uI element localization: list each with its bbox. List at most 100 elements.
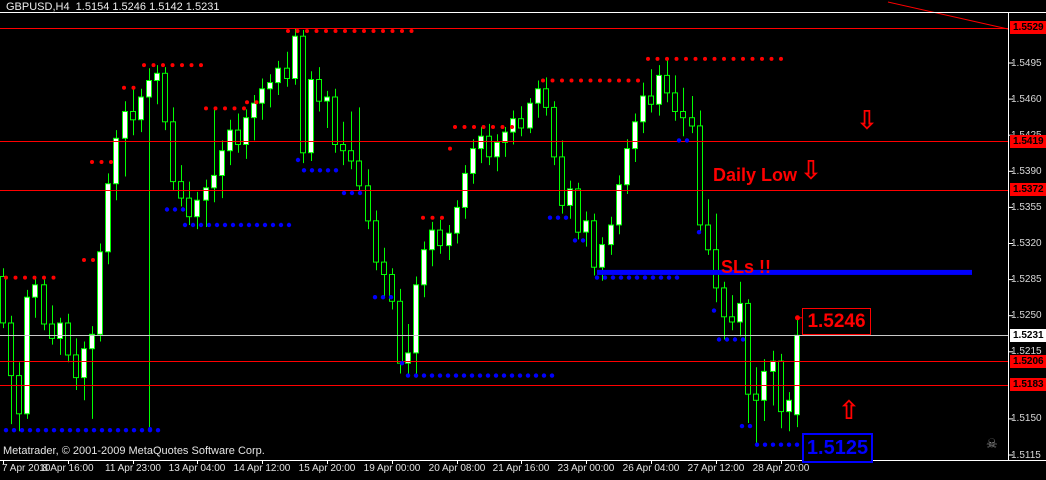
fractal-dot-red (170, 63, 175, 68)
signal-dot-blue (711, 308, 717, 313)
candle-body (251, 102, 257, 119)
platform-watermark: Metatrader, © 2001-2009 MetaQuotes Softw… (3, 445, 265, 457)
candle-body (745, 302, 751, 395)
fractal-dot-red (500, 125, 505, 129)
candle-body (429, 229, 435, 251)
candle-body (632, 121, 638, 150)
candle-body (713, 249, 719, 289)
signal-dot-blue (270, 222, 276, 228)
candle-body (753, 393, 759, 401)
candle-body (478, 135, 484, 150)
candle-body (81, 348, 87, 379)
candle-body (324, 96, 330, 102)
fractal-dot-red (722, 56, 726, 61)
price-tag-high[interactable]: 1.5246 (802, 308, 871, 335)
signal-dot-blue (547, 215, 553, 220)
signal-dot-blue (437, 373, 443, 378)
candle-body (348, 150, 354, 162)
candle-body (41, 284, 47, 325)
candle-body (608, 224, 614, 246)
fractal-dot-red (180, 63, 184, 68)
signal-dot-blue (139, 428, 145, 433)
fractal-dot-red (371, 29, 376, 33)
fractal-dot-red (245, 100, 249, 105)
signal-dot-blue (75, 428, 81, 433)
fractal-dot-red (779, 56, 783, 61)
candle-body (65, 322, 71, 356)
price-axis-label: 1.5355 (1011, 202, 1042, 213)
signal-dot-blue (51, 428, 57, 433)
candle-body (697, 125, 703, 226)
candle-body (680, 111, 686, 119)
signal-dot-blue (762, 442, 768, 447)
price-tag-low[interactable]: 1.5125 (802, 433, 873, 463)
fractal-dot-red (213, 106, 218, 111)
candle-body (122, 111, 128, 139)
up-arrow-icon[interactable]: ⇧ (838, 395, 860, 425)
trendline[interactable] (887, 1, 1009, 30)
candle-body (340, 144, 346, 152)
sls-line[interactable] (597, 269, 972, 275)
candle-body (219, 150, 225, 176)
fractal-dot-red (305, 29, 309, 33)
candle-body (243, 117, 249, 145)
price-axis-label: 1.5495 (1011, 58, 1042, 69)
signal-dot-blue (549, 373, 555, 378)
price-axis-label: 1.5183 (1010, 378, 1046, 391)
fractal-dot-red (151, 63, 156, 68)
signal-dot-blue (747, 423, 753, 429)
fractal-dot-red (481, 125, 486, 129)
candle-body (543, 88, 549, 108)
price-axis-label: 1.5460 (1011, 94, 1042, 105)
candle-body (794, 334, 800, 416)
price-axis-label: 1.5206 (1010, 355, 1046, 368)
signal-dot-blue (19, 428, 25, 433)
candle-body (97, 251, 103, 335)
candle-body (356, 160, 362, 187)
fractal-dot-red (560, 78, 564, 83)
down-arrow-icon[interactable]: ⇩ (856, 105, 878, 135)
signal-dot-blue (317, 168, 323, 173)
fractal-dot-red (684, 56, 688, 61)
candle-body (664, 74, 670, 94)
date-axis-label: 11 Apr 23:00 (105, 463, 161, 474)
sls-label[interactable]: SLs !! (721, 257, 772, 277)
signal-dot-blue (453, 373, 459, 378)
candle-body (284, 67, 290, 79)
fractal-dot-red (674, 56, 679, 61)
signal-dot-blue (469, 373, 475, 378)
fractal-dot-red (254, 100, 259, 105)
fractal-dot-red (204, 106, 208, 111)
signal-dot-blue (485, 373, 491, 378)
signal-dot-blue (541, 373, 547, 378)
candle-body (267, 82, 273, 90)
date-axis-label: 8 Apr 16:00 (42, 463, 94, 474)
fractal-dot-red (286, 29, 290, 33)
down-arrow-icon[interactable]: ⇩ (800, 155, 822, 185)
signal-dot-blue (3, 428, 9, 433)
candle-body (648, 95, 654, 105)
candle-body (186, 197, 192, 218)
fractal-dot-red (295, 29, 300, 33)
signal-dot-blue (349, 190, 355, 196)
candle-body (535, 88, 541, 104)
fractal-dot-red (82, 258, 86, 262)
candle-body (275, 67, 281, 84)
signal-dot-blue (696, 230, 702, 235)
candle-body (770, 360, 776, 372)
candle-body (73, 354, 79, 379)
fractal-dot-red (421, 215, 425, 220)
signal-dot-blue (206, 222, 212, 228)
candle-body (421, 249, 427, 286)
candle-body (437, 229, 443, 247)
signal-dot-blue (650, 275, 656, 280)
signal-dot-blue (325, 168, 331, 173)
candle-body (527, 102, 533, 129)
signal-dot-blue (525, 373, 531, 378)
candle-body (583, 220, 589, 233)
fractal-dot-red (142, 63, 146, 68)
daily-low-label[interactable]: Daily Low (713, 165, 798, 185)
signal-dot-blue (67, 428, 73, 433)
fractal-dot-red (636, 78, 640, 83)
